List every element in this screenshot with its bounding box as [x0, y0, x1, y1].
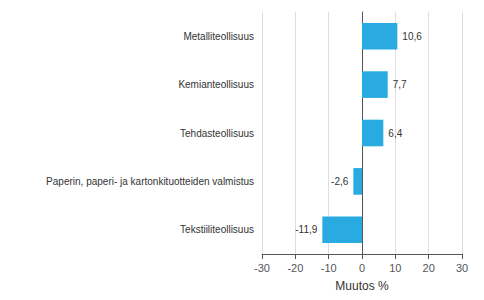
- svg-text:Paperin, paperi- ja kartonkitu: Paperin, paperi- ja kartonkituotteiden v…: [46, 176, 254, 187]
- svg-text:20: 20: [423, 262, 435, 274]
- svg-text:-11,9: -11,9: [295, 224, 317, 235]
- svg-text:Kemianteollisuus: Kemianteollisuus: [178, 79, 254, 90]
- svg-text:-30: -30: [254, 262, 270, 274]
- svg-text:7,7: 7,7: [393, 79, 407, 90]
- svg-text:Tehdasteollisuus: Tehdasteollisuus: [180, 128, 254, 139]
- svg-text:10: 10: [389, 262, 401, 274]
- svg-text:Metalliteollisuus: Metalliteollisuus: [183, 31, 254, 42]
- svg-text:Tekstiiliteollisuus: Tekstiiliteollisuus: [180, 224, 254, 235]
- svg-text:6,4: 6,4: [388, 128, 402, 139]
- svg-text:Muutos %: Muutos %: [335, 279, 389, 293]
- svg-text:-10: -10: [321, 262, 337, 274]
- svg-text:0: 0: [359, 262, 365, 274]
- svg-text:-2,6: -2,6: [331, 176, 349, 187]
- svg-text:10,6: 10,6: [402, 31, 422, 42]
- svg-text:30: 30: [456, 262, 468, 274]
- svg-text:-20: -20: [287, 262, 303, 274]
